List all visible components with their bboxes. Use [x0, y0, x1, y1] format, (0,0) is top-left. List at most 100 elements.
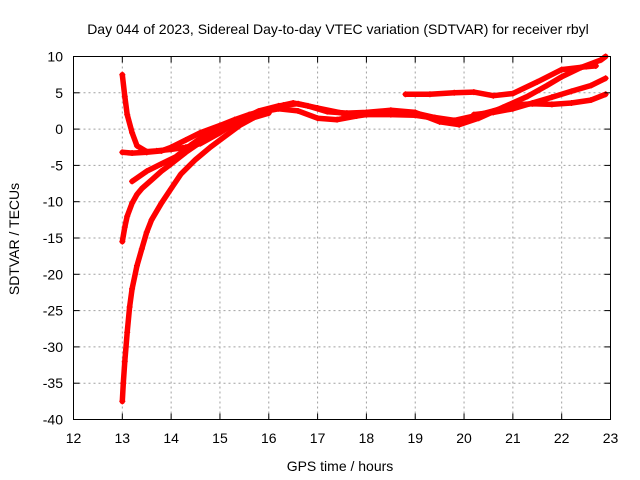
data-point	[124, 111, 131, 118]
data-point	[568, 88, 575, 95]
data-point	[392, 108, 399, 115]
data-point	[602, 91, 609, 98]
data-point	[143, 149, 150, 156]
data-point	[133, 142, 140, 149]
y-tick-label: -20	[43, 266, 63, 282]
x-tick-label: 19	[407, 430, 423, 446]
data-point	[197, 129, 204, 136]
y-tick-label: -10	[43, 194, 63, 210]
y-tick-label: 0	[55, 121, 63, 137]
y-tick-label: -35	[43, 375, 63, 391]
data-point	[558, 73, 565, 80]
data-point	[158, 147, 165, 154]
data-point	[490, 109, 497, 116]
data-point	[314, 115, 321, 122]
data-point	[412, 110, 419, 117]
axis-ticks: 12 13 14 15 16 17 18 19 20 21 22 23 -40 -35 -30 -25 -20 -…	[43, 49, 619, 447]
series-track-5	[119, 110, 272, 405]
data-point	[470, 89, 477, 96]
data-point	[597, 57, 604, 64]
data-point	[119, 71, 126, 78]
data-point	[177, 171, 184, 178]
data-point	[304, 102, 311, 109]
chart-title: Day 044 of 2023, Sidereal Day-to-day VTE…	[87, 21, 589, 37]
data-point	[456, 121, 463, 128]
data-point	[124, 213, 131, 220]
data-point	[548, 101, 555, 108]
data-point	[592, 62, 599, 69]
data-point	[236, 122, 243, 129]
data-point	[275, 105, 282, 112]
data-point	[490, 92, 497, 99]
data-point	[129, 129, 136, 136]
y-tick-label: 10	[47, 49, 63, 65]
x-tick-label: 16	[261, 430, 277, 446]
data-point	[143, 168, 150, 175]
data-point	[168, 185, 175, 192]
data-point	[451, 117, 458, 124]
data-point	[121, 224, 128, 231]
data-point	[182, 149, 189, 156]
data-point	[587, 97, 594, 104]
series-line	[129, 53, 609, 185]
data-point	[168, 144, 175, 151]
data-point	[124, 329, 131, 336]
data-point	[182, 136, 189, 143]
data-point	[221, 133, 228, 140]
data-point	[207, 144, 214, 151]
x-tick-label: 15	[212, 430, 228, 446]
data-point	[470, 111, 477, 118]
series-track-4	[119, 91, 609, 245]
data-point	[138, 245, 145, 252]
data-point	[587, 82, 594, 89]
data-point	[143, 229, 150, 236]
data-point	[236, 116, 243, 123]
data-point	[129, 150, 136, 157]
data-point	[426, 91, 433, 98]
data-point	[534, 78, 541, 85]
data-point	[126, 303, 133, 310]
data-point	[583, 63, 590, 70]
data-point	[251, 114, 258, 121]
data-point	[133, 191, 140, 198]
data-point	[295, 107, 302, 114]
y-tick-label: -40	[43, 412, 63, 428]
data-point	[373, 110, 380, 117]
data-point	[133, 262, 140, 269]
data-point	[148, 176, 155, 183]
data-point	[197, 139, 204, 146]
data-point	[129, 285, 136, 292]
data-point	[509, 90, 516, 97]
data-point	[148, 216, 155, 223]
series-line	[119, 91, 609, 245]
x-tick-label: 12	[66, 430, 82, 446]
data-point	[158, 200, 165, 207]
data-point	[524, 93, 531, 100]
data-point	[129, 200, 136, 207]
data-point	[138, 185, 145, 192]
data-series	[119, 53, 609, 405]
data-point	[402, 91, 409, 98]
data-point	[158, 168, 165, 175]
x-tick-label: 22	[554, 430, 570, 446]
data-point	[216, 127, 223, 134]
series-track-3	[129, 53, 609, 185]
data-point	[568, 99, 575, 106]
series-track-6	[402, 62, 599, 99]
data-point	[353, 113, 360, 120]
x-tick-label: 13	[115, 430, 131, 446]
data-point	[290, 99, 297, 106]
y-tick-label: -5	[51, 157, 64, 173]
y-tick-label: -15	[43, 230, 63, 246]
data-point	[509, 105, 516, 112]
data-point	[119, 398, 126, 405]
data-point	[451, 89, 458, 96]
x-tick-label: 18	[359, 430, 375, 446]
y-tick-label: -30	[43, 339, 63, 355]
x-tick-label: 21	[505, 430, 521, 446]
data-point	[324, 108, 331, 115]
series-track-7	[470, 75, 609, 118]
data-point	[548, 94, 555, 101]
data-point	[529, 99, 536, 106]
